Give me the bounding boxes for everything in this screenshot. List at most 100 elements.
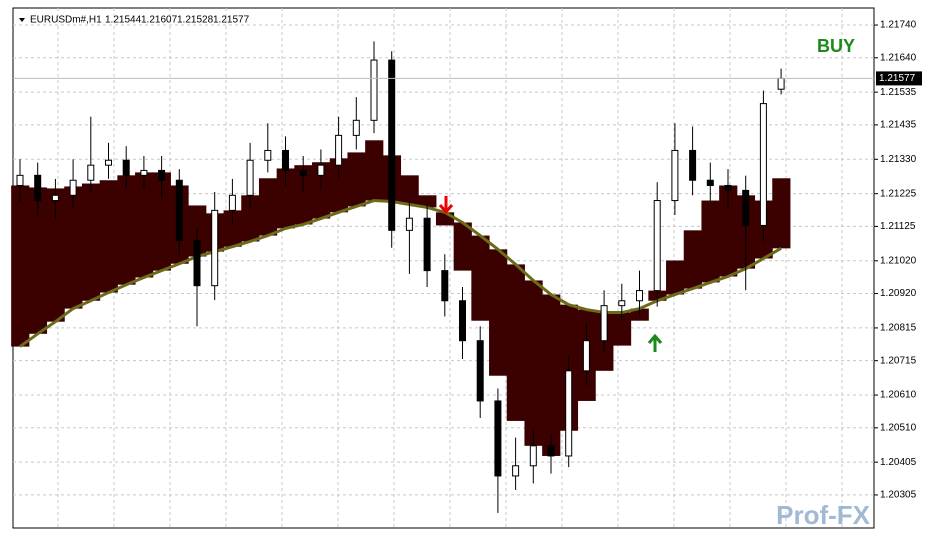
ma-band xyxy=(64,186,83,309)
ma-band xyxy=(612,312,632,346)
candle-body xyxy=(388,59,396,231)
candle-body xyxy=(299,169,307,176)
ma-band xyxy=(294,165,313,225)
signal: BUY xyxy=(817,36,855,56)
candle-body xyxy=(777,77,785,90)
ma-band xyxy=(329,158,348,213)
candle-body xyxy=(724,184,732,191)
candle-body xyxy=(211,209,219,287)
ma-band xyxy=(46,188,65,322)
candle-body xyxy=(494,400,502,477)
ma-band xyxy=(418,195,437,208)
candle-body xyxy=(317,164,325,176)
buy-arrow xyxy=(647,333,663,352)
candle-body xyxy=(405,217,413,231)
ma-band xyxy=(701,200,720,283)
header-open: 1.21544 xyxy=(105,15,142,26)
ma-band xyxy=(772,178,791,249)
candle-body xyxy=(529,445,537,467)
y-tick-label: 1.21535 xyxy=(880,87,917,98)
ma-band xyxy=(719,185,738,277)
candle-body xyxy=(352,119,360,136)
candle-body xyxy=(582,340,590,372)
y-tick-label: 1.20510 xyxy=(880,422,917,433)
ma-band xyxy=(152,172,171,271)
candle-body xyxy=(246,159,254,196)
ma-band xyxy=(524,280,543,446)
y-tick-label: 1.20610 xyxy=(880,390,917,401)
candle-body xyxy=(51,194,59,202)
candle-body xyxy=(105,159,112,166)
candle-body xyxy=(228,194,236,211)
ma-band xyxy=(99,180,118,293)
candle-body xyxy=(423,217,431,272)
candle-body xyxy=(689,149,697,181)
y-tick-label: 1.21435 xyxy=(880,120,917,131)
y-tick-label: 1.20305 xyxy=(880,490,917,501)
candle-body xyxy=(476,340,484,402)
candle-body xyxy=(175,179,183,241)
y-tick-label: 1.21740 xyxy=(880,20,917,31)
ma-band xyxy=(542,294,561,456)
ma-band xyxy=(312,162,331,219)
ma-band xyxy=(258,178,278,236)
candle-body xyxy=(370,59,378,121)
candle-body xyxy=(69,179,77,196)
menu-triangle[interactable] xyxy=(19,18,25,22)
candle-body xyxy=(653,200,661,292)
ma-band xyxy=(241,195,260,242)
sell-arrow xyxy=(438,196,454,215)
candle-body xyxy=(335,134,343,166)
ma-band xyxy=(400,175,419,205)
ma-band xyxy=(489,249,508,376)
candle-body xyxy=(34,174,42,202)
candle-body xyxy=(282,149,289,171)
y-tick-label: 1.20920 xyxy=(880,288,917,299)
symbol: EURUSDm#,H1 xyxy=(30,15,102,26)
candle-body xyxy=(459,300,466,342)
price-label: 1.21577 xyxy=(879,73,916,84)
candle-body xyxy=(742,189,750,226)
candle-body xyxy=(618,300,626,307)
ma-band xyxy=(666,260,685,295)
candle-body xyxy=(441,270,449,302)
ma-band xyxy=(276,168,295,229)
header-high: 1.21607 xyxy=(141,15,178,26)
candle-body xyxy=(193,239,201,287)
y-tick-label: 1.20715 xyxy=(880,355,917,366)
y-tick-label: 1.21125 xyxy=(880,221,916,232)
ma-band xyxy=(435,212,455,226)
ma-band xyxy=(28,187,48,334)
y-tick-label: 1.21640 xyxy=(880,52,917,63)
candle-body xyxy=(122,159,130,176)
candle-body xyxy=(636,290,643,302)
ma-band xyxy=(347,152,366,207)
ma-band xyxy=(683,230,702,289)
candle-body xyxy=(158,169,166,181)
y-tick-label: 1.21225 xyxy=(880,188,917,199)
ma-band xyxy=(471,235,490,321)
y-tick-label: 1.20815 xyxy=(880,323,917,334)
candle-body xyxy=(671,149,679,202)
slow-ma-line xyxy=(19,199,782,348)
ma-band xyxy=(11,185,30,347)
y-tick-label: 1.21020 xyxy=(880,255,917,266)
candle-body xyxy=(512,465,520,477)
candle-body xyxy=(706,179,714,186)
candle-body xyxy=(547,445,555,457)
candle-body xyxy=(140,169,148,176)
ma-band xyxy=(117,175,136,285)
watermark: Prof-FX xyxy=(776,500,871,530)
candle-body xyxy=(565,370,573,457)
price-label-box xyxy=(876,71,922,86)
ma-band xyxy=(365,140,384,201)
y-tick-label: 1.21330 xyxy=(880,154,917,165)
candle-body xyxy=(264,149,272,161)
header-low: 1.21528 xyxy=(177,15,214,26)
candle-body xyxy=(16,174,24,186)
ma-band xyxy=(135,172,154,278)
ma-band xyxy=(506,264,525,421)
ma-band xyxy=(81,183,101,301)
candle-body xyxy=(600,305,608,342)
